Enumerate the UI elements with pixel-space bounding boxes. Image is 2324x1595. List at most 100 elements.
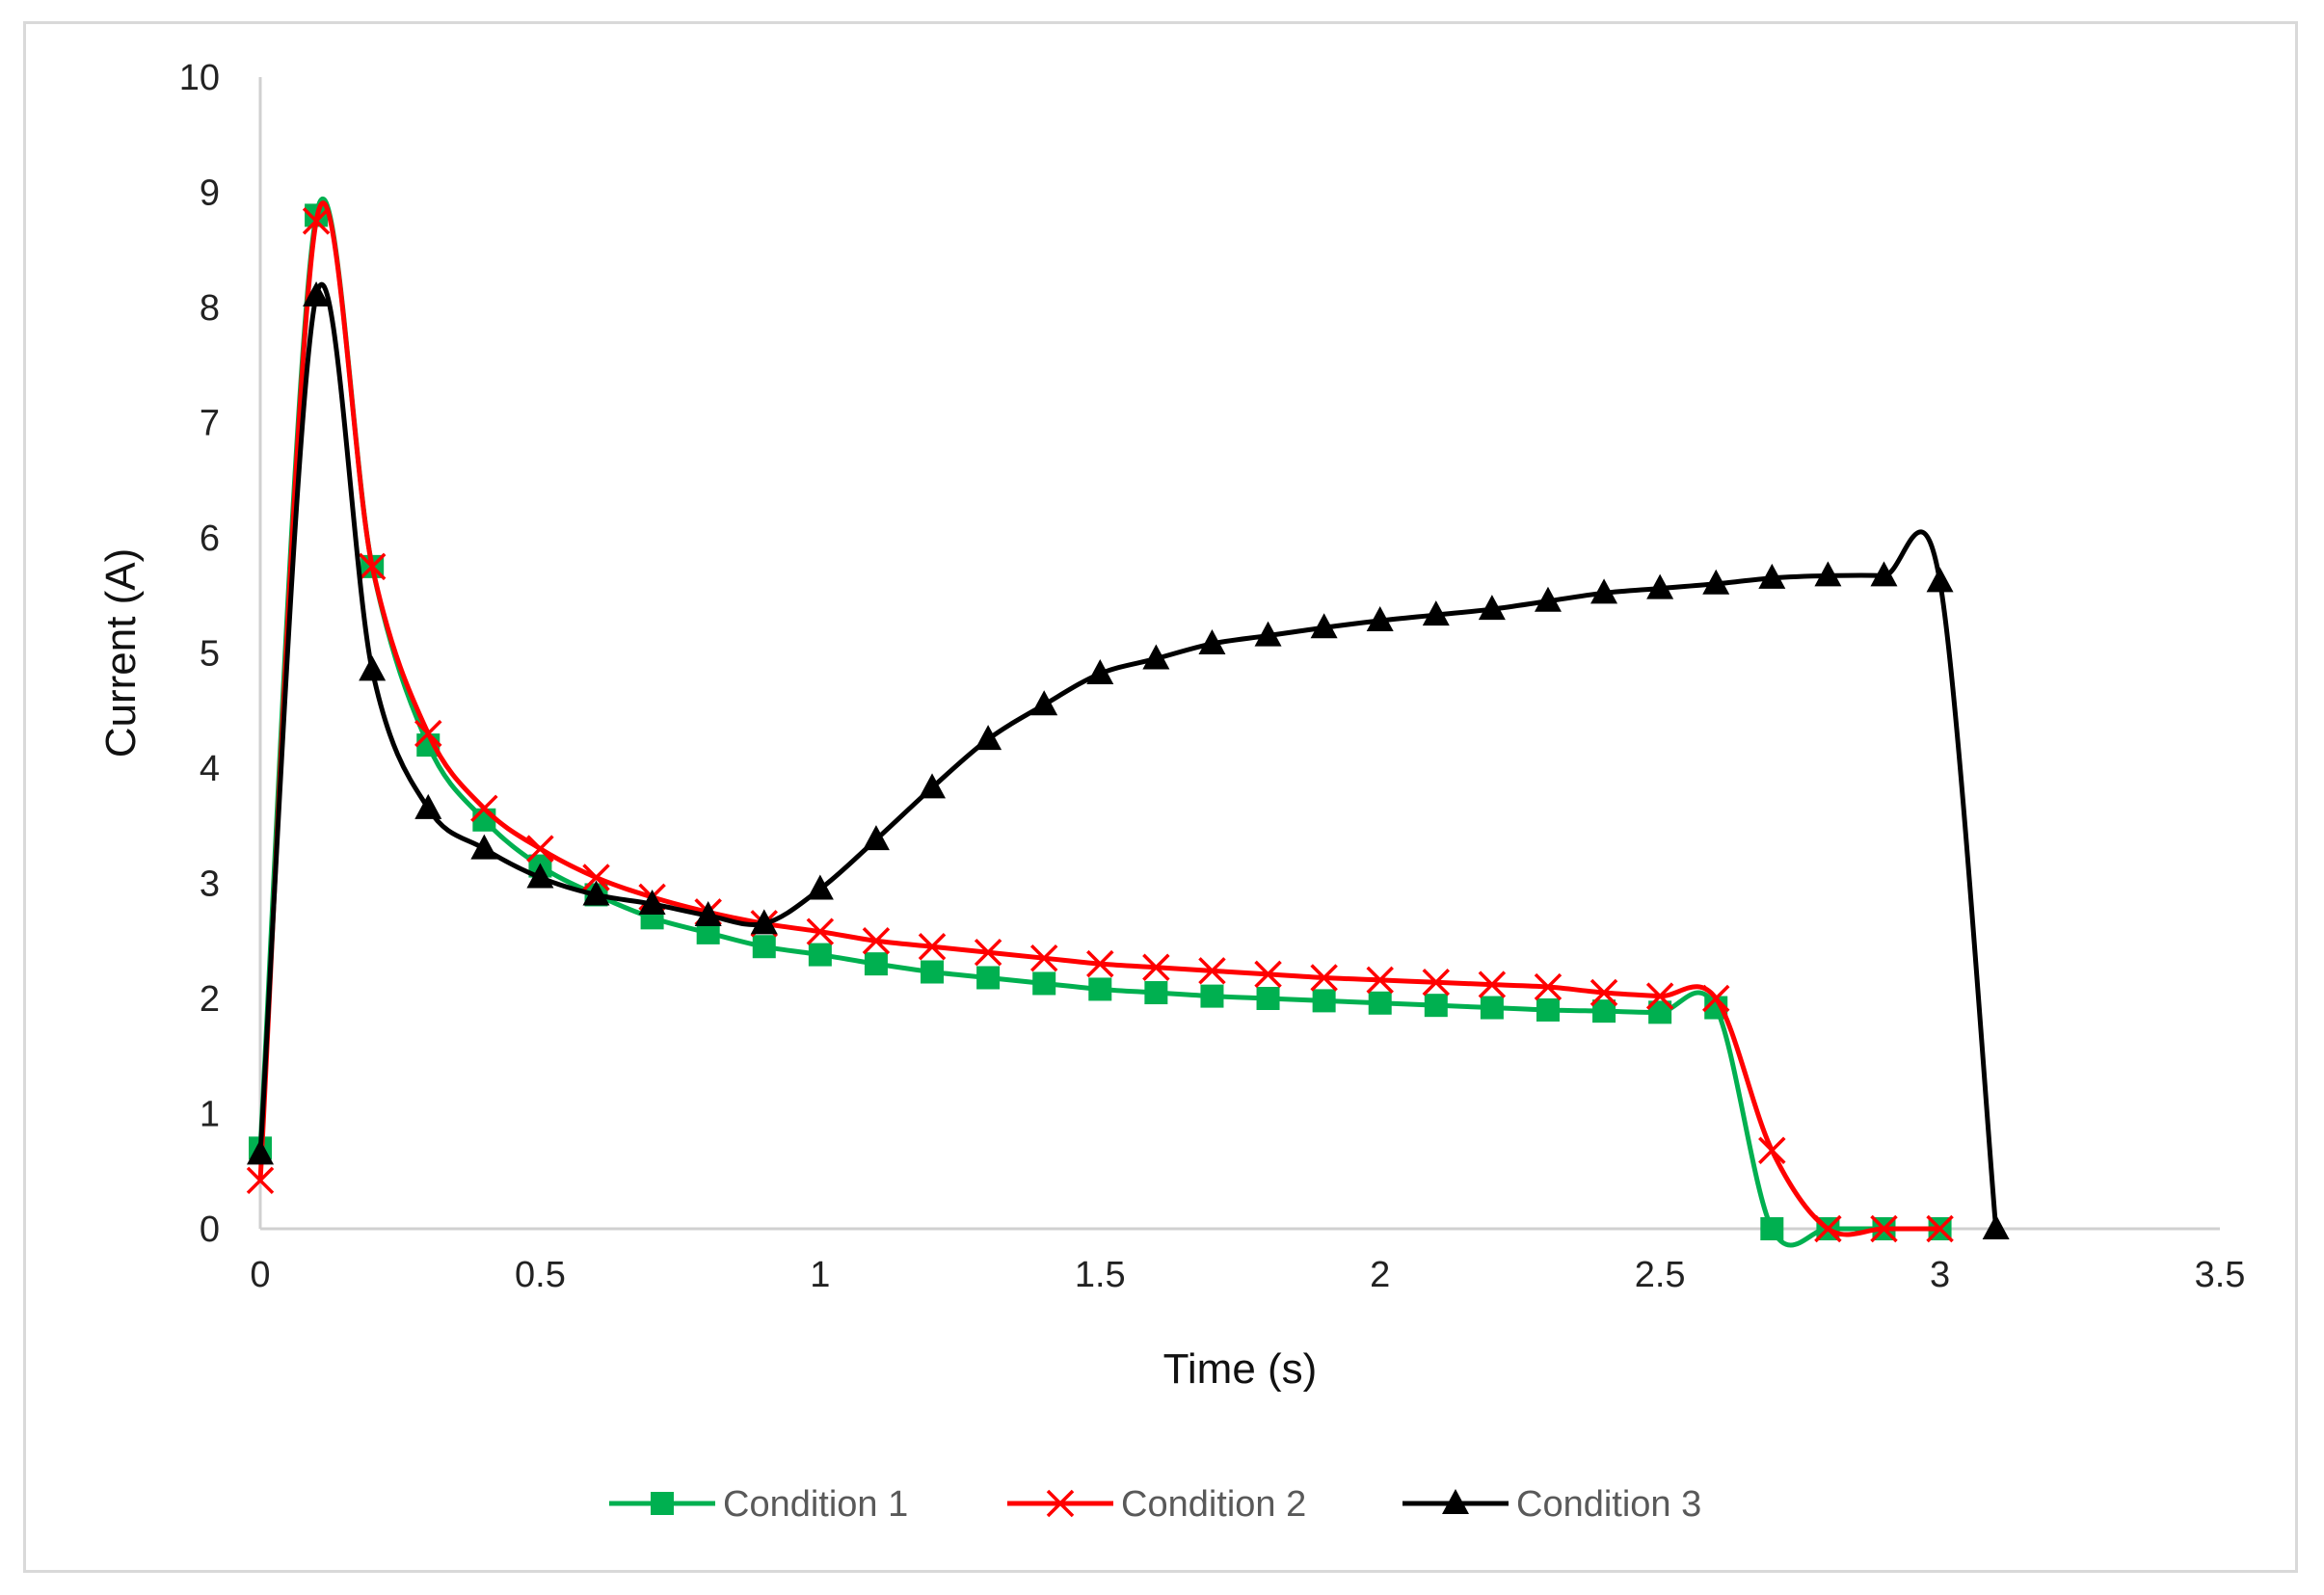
x-tick-label: 1 — [810, 1255, 830, 1295]
data-point — [1088, 977, 1112, 1001]
data-point — [1366, 966, 1394, 995]
data-point — [414, 719, 442, 748]
data-point — [472, 808, 496, 832]
data-point — [1422, 969, 1451, 997]
data-point — [358, 552, 387, 581]
data-point — [1086, 949, 1114, 978]
legend: Condition 1 Condition 2 Condition 3 — [609, 1484, 1701, 1525]
data-point — [1480, 996, 1504, 1020]
x-tick-label: 0.5 — [515, 1255, 566, 1295]
data-point — [1200, 984, 1224, 1008]
legend-label: Condition 1 — [723, 1484, 908, 1525]
data-point — [1870, 1214, 1898, 1243]
data-point — [247, 1139, 274, 1165]
chart-frame — [23, 21, 2298, 1573]
legend-item: Condition 1 — [609, 1484, 908, 1525]
data-point — [1478, 970, 1507, 998]
x-tick-label: 2 — [1370, 1255, 1390, 1295]
data-point — [1701, 984, 1730, 1013]
y-tick-label: 1 — [200, 1095, 220, 1135]
x-tick-label: 1.5 — [1075, 1255, 1126, 1295]
series-1 — [249, 196, 1952, 1248]
data-point — [1029, 944, 1058, 972]
data-point — [1758, 563, 1786, 589]
data-point — [1760, 1217, 1784, 1240]
x-axis-title: Time (s) — [1163, 1345, 1318, 1393]
series-2 — [246, 200, 1954, 1243]
data-point — [1310, 964, 1338, 992]
data-point — [1926, 567, 1954, 593]
series-layer — [246, 196, 2010, 1248]
legend-label: Condition 3 — [1516, 1484, 1701, 1525]
data-point — [1254, 621, 1282, 647]
data-point — [470, 834, 498, 860]
data-point — [302, 207, 331, 235]
data-point — [919, 773, 947, 799]
data-point — [1368, 991, 1392, 1015]
data-point — [750, 909, 778, 935]
series-3 — [247, 281, 2010, 1239]
legend-marker — [1046, 1489, 1075, 1518]
data-point — [1198, 628, 1226, 654]
y-tick-label: 3 — [200, 864, 220, 905]
series-line — [257, 196, 1940, 1248]
data-point — [582, 864, 610, 891]
data-point — [359, 655, 387, 681]
data-point — [470, 794, 498, 823]
y-tick-label: 0 — [200, 1210, 220, 1250]
data-point — [1086, 659, 1114, 685]
data-point — [582, 880, 610, 906]
data-point — [975, 725, 1002, 751]
legend-marker — [1442, 1489, 1469, 1514]
data-point — [1870, 561, 1898, 587]
y-tick-label: 5 — [200, 634, 220, 675]
data-point — [526, 835, 554, 863]
data-point — [1310, 613, 1338, 639]
data-point — [1142, 644, 1170, 670]
data-point — [1814, 1214, 1842, 1243]
data-point — [1646, 573, 1674, 599]
legend-marker — [651, 1492, 674, 1515]
data-point — [1030, 690, 1058, 716]
data-point — [414, 793, 442, 819]
data-point — [862, 825, 890, 851]
data-point — [1144, 981, 1168, 1005]
axes: 0 0.5 1 1.5 2 2.5 3 3.5 0 1 2 3 4 5 6 7 8 9 10 Time (s) Curr… — [97, 58, 2245, 1393]
data-point — [1366, 606, 1394, 632]
data-point — [1982, 1214, 2010, 1239]
data-point — [1256, 987, 1280, 1010]
y-tick-label: 10 — [179, 58, 220, 98]
data-point — [1312, 989, 1336, 1013]
data-point — [918, 932, 947, 961]
data-point — [1534, 972, 1563, 1001]
data-point — [1198, 957, 1226, 985]
legend-label: Condition 2 — [1121, 1484, 1306, 1525]
legend-item: Condition 3 — [1402, 1484, 1701, 1525]
data-point — [1758, 1136, 1786, 1164]
data-point — [1592, 999, 1616, 1023]
data-point — [303, 281, 331, 307]
legend-item: Condition 2 — [1007, 1484, 1306, 1525]
data-point — [694, 900, 722, 926]
data-point — [1702, 569, 1730, 595]
data-point — [1424, 994, 1448, 1018]
data-point — [1534, 586, 1562, 612]
data-point — [752, 935, 776, 959]
data-point — [1645, 982, 1674, 1010]
data-point — [1589, 978, 1618, 1007]
data-point — [806, 874, 834, 900]
data-point — [862, 927, 891, 955]
data-point — [1926, 1214, 1954, 1243]
data-point — [1536, 997, 1560, 1022]
data-point — [976, 966, 1001, 990]
y-tick-label: 6 — [200, 518, 220, 559]
data-point — [1478, 595, 1506, 621]
data-point — [808, 943, 832, 967]
y-tick-label: 8 — [200, 288, 220, 329]
x-tick-label: 3 — [1930, 1255, 1950, 1295]
data-point — [638, 890, 666, 916]
y-axis-title: Current (A) — [97, 548, 145, 758]
data-point — [1142, 953, 1170, 981]
y-tick-label: 7 — [200, 404, 220, 444]
